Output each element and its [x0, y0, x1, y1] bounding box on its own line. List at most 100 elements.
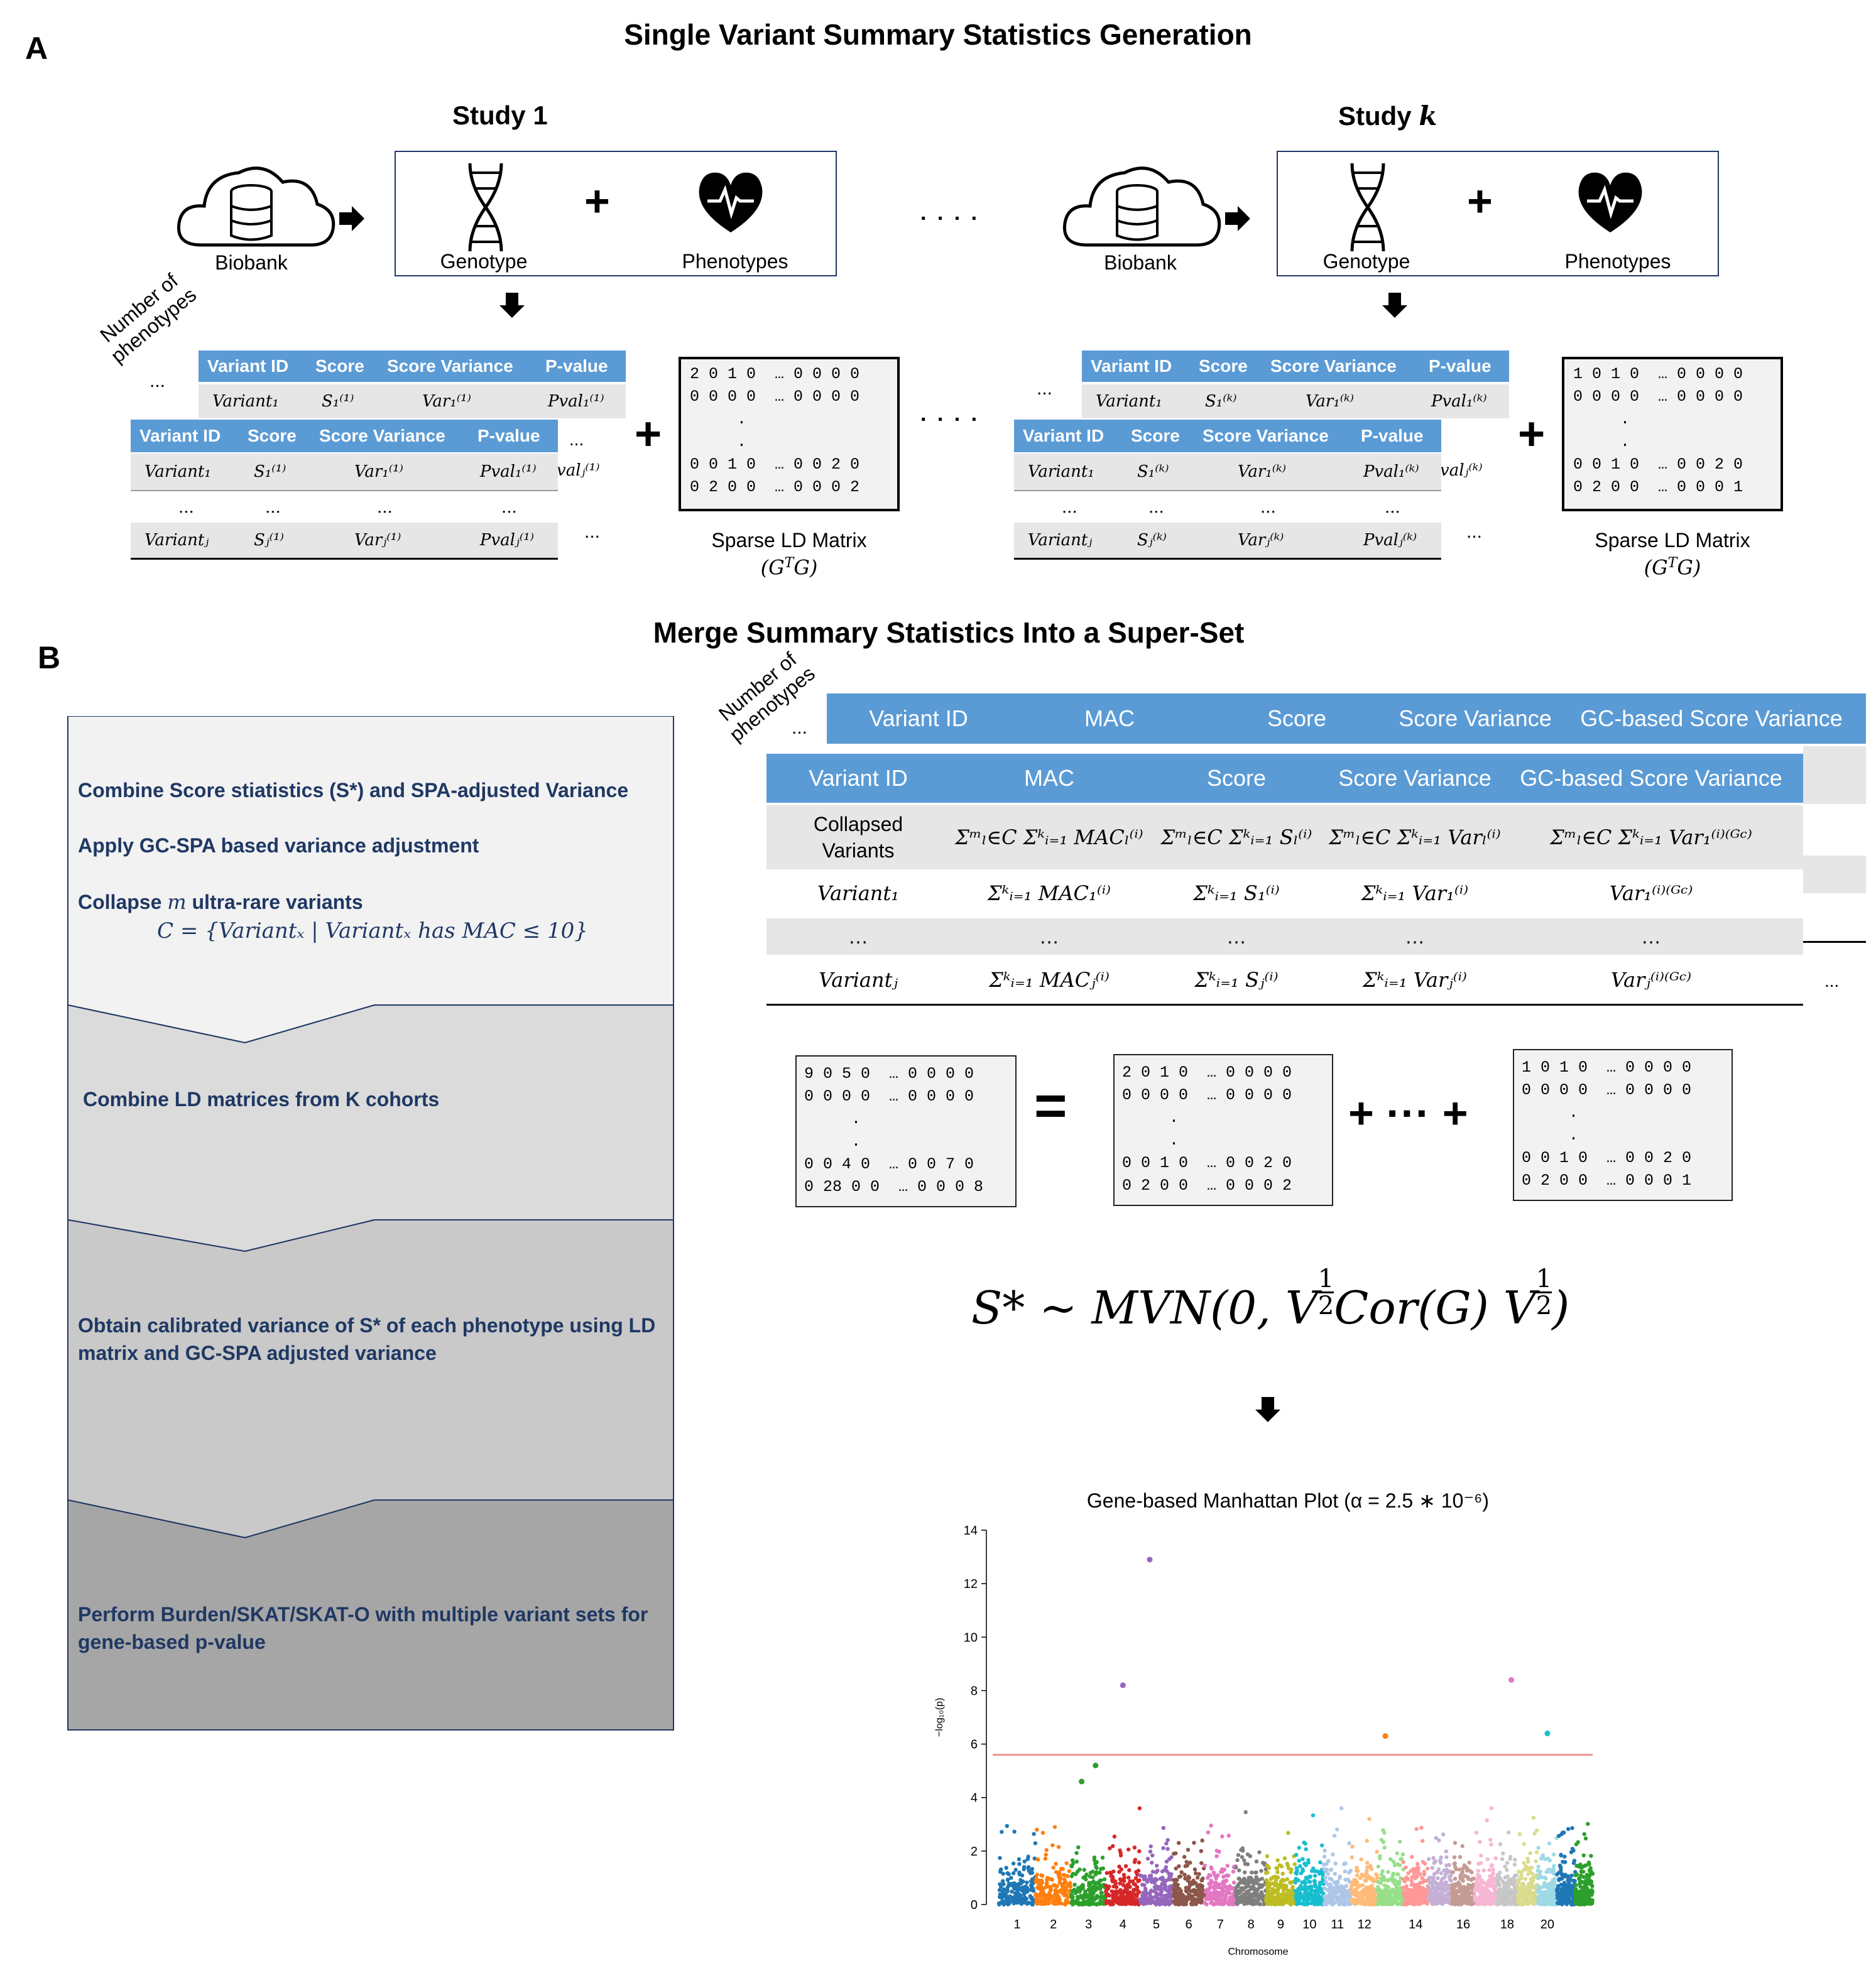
cell-gc-var: Σᵐₗ∈C Σᵏᵢ₌₁ Var₁⁽ⁱ⁾⁽ᴳᶜ⁾ — [1550, 825, 1752, 849]
data-point — [1102, 1877, 1107, 1882]
data-point — [1231, 1869, 1236, 1874]
data-point — [1273, 1878, 1279, 1883]
cell-var: Σᵏᵢ₌₁ Var₁⁽ⁱ⁾ — [1361, 881, 1469, 905]
data-point — [1421, 1886, 1426, 1891]
data-point — [1038, 1894, 1042, 1898]
data-point — [1074, 1851, 1079, 1856]
data-point — [1368, 1876, 1373, 1880]
data-point — [1376, 1884, 1380, 1889]
data-point — [1370, 1892, 1375, 1896]
data-point — [1167, 1893, 1172, 1898]
cell-dots: … — [1039, 925, 1059, 948]
data-point — [1531, 1901, 1535, 1906]
data-point — [1448, 1873, 1453, 1878]
cell-dots: ... — [1062, 498, 1077, 517]
data-point — [1542, 1894, 1547, 1899]
data-point — [1286, 1830, 1290, 1835]
data-point — [1081, 1899, 1086, 1903]
data-point — [1387, 1889, 1392, 1894]
data-point — [1340, 1888, 1344, 1892]
data-point — [1533, 1894, 1538, 1900]
data-point — [1560, 1873, 1564, 1878]
cell-pval: Pvalⱼ⁽¹⁾ — [480, 531, 535, 550]
data-point — [1296, 1886, 1301, 1891]
back-row-line — [1803, 941, 1866, 943]
data-point — [1409, 1879, 1414, 1883]
data-point — [1140, 1874, 1144, 1878]
biobank-label-k: Biobank — [1104, 251, 1177, 274]
data-point — [1528, 1851, 1532, 1856]
data-point — [1119, 1878, 1123, 1882]
data-point — [1536, 1876, 1541, 1881]
data-point — [1020, 1888, 1024, 1893]
study-k-prefix: Study — [1338, 101, 1419, 131]
data-point — [1439, 1871, 1444, 1876]
data-point — [1496, 1879, 1500, 1884]
data-point — [1405, 1900, 1409, 1905]
data-point — [1161, 1846, 1165, 1851]
data-point — [1005, 1889, 1010, 1894]
data-point — [1137, 1860, 1142, 1865]
data-point — [1157, 1887, 1161, 1891]
data-point — [1165, 1847, 1170, 1851]
data-point — [1334, 1827, 1339, 1832]
data-point — [1052, 1901, 1056, 1906]
data-point — [1395, 1862, 1400, 1866]
data-point — [1117, 1869, 1121, 1874]
data-point — [1064, 1886, 1069, 1890]
data-point — [1284, 1891, 1289, 1896]
data-point — [1332, 1834, 1337, 1838]
data-point — [1008, 1894, 1013, 1899]
data-point — [1551, 1885, 1555, 1890]
diag-ellipsis: ... — [584, 521, 601, 542]
data-point — [1458, 1855, 1463, 1859]
data-point — [1221, 1894, 1226, 1898]
data-point — [1478, 1839, 1482, 1844]
data-point — [1333, 1871, 1338, 1876]
data-point — [1077, 1867, 1082, 1872]
x-tick-label: 10 — [1302, 1918, 1316, 1932]
data-point — [1127, 1868, 1132, 1872]
data-point — [1051, 1866, 1055, 1870]
data-point — [1293, 1880, 1298, 1885]
data-point — [1460, 1844, 1464, 1849]
data-point — [1101, 1894, 1106, 1899]
data-point — [1138, 1901, 1143, 1905]
data-point — [1526, 1891, 1530, 1895]
data-point — [1126, 1875, 1131, 1880]
data-point — [1540, 1855, 1544, 1859]
data-point — [1576, 1840, 1580, 1844]
data-point — [1526, 1859, 1530, 1864]
data-point — [1111, 1844, 1115, 1849]
data-point — [1195, 1875, 1200, 1880]
data-point — [1110, 1889, 1115, 1894]
data-point — [1098, 1898, 1103, 1903]
y-tick-label: 6 — [971, 1738, 978, 1752]
ld-matrix-cohort-k: 1 0 1 0 … 0 0 0 0 0 0 0 0 … 0 0 0 0 . . … — [1513, 1049, 1733, 1201]
cell-val: valⱼ⁽¹⁾ — [557, 461, 600, 480]
data-point — [1165, 1838, 1170, 1842]
data-point — [1218, 1900, 1223, 1905]
data-point — [1324, 1869, 1329, 1873]
data-point — [1385, 1878, 1389, 1883]
data-point — [1278, 1883, 1282, 1888]
data-point — [1458, 1899, 1463, 1903]
data-point — [1548, 1890, 1552, 1894]
data-point — [1392, 1878, 1397, 1883]
data-point — [1011, 1871, 1016, 1876]
data-point — [1488, 1837, 1493, 1842]
data-point — [1416, 1866, 1421, 1870]
data-point — [1308, 1896, 1313, 1901]
data-point — [1398, 1839, 1402, 1844]
data-point — [1057, 1870, 1062, 1874]
data-point — [1484, 1894, 1488, 1898]
data-point — [1383, 1888, 1388, 1892]
data-point — [1270, 1875, 1275, 1880]
back-table-header: Variant ID Score Score Variance P-value — [199, 351, 626, 382]
data-point — [1094, 1902, 1099, 1907]
data-point — [1349, 1899, 1354, 1903]
data-point — [1485, 1880, 1490, 1885]
data-point — [1321, 1862, 1326, 1867]
data-point — [1083, 1889, 1088, 1894]
data-point — [1108, 1899, 1112, 1904]
